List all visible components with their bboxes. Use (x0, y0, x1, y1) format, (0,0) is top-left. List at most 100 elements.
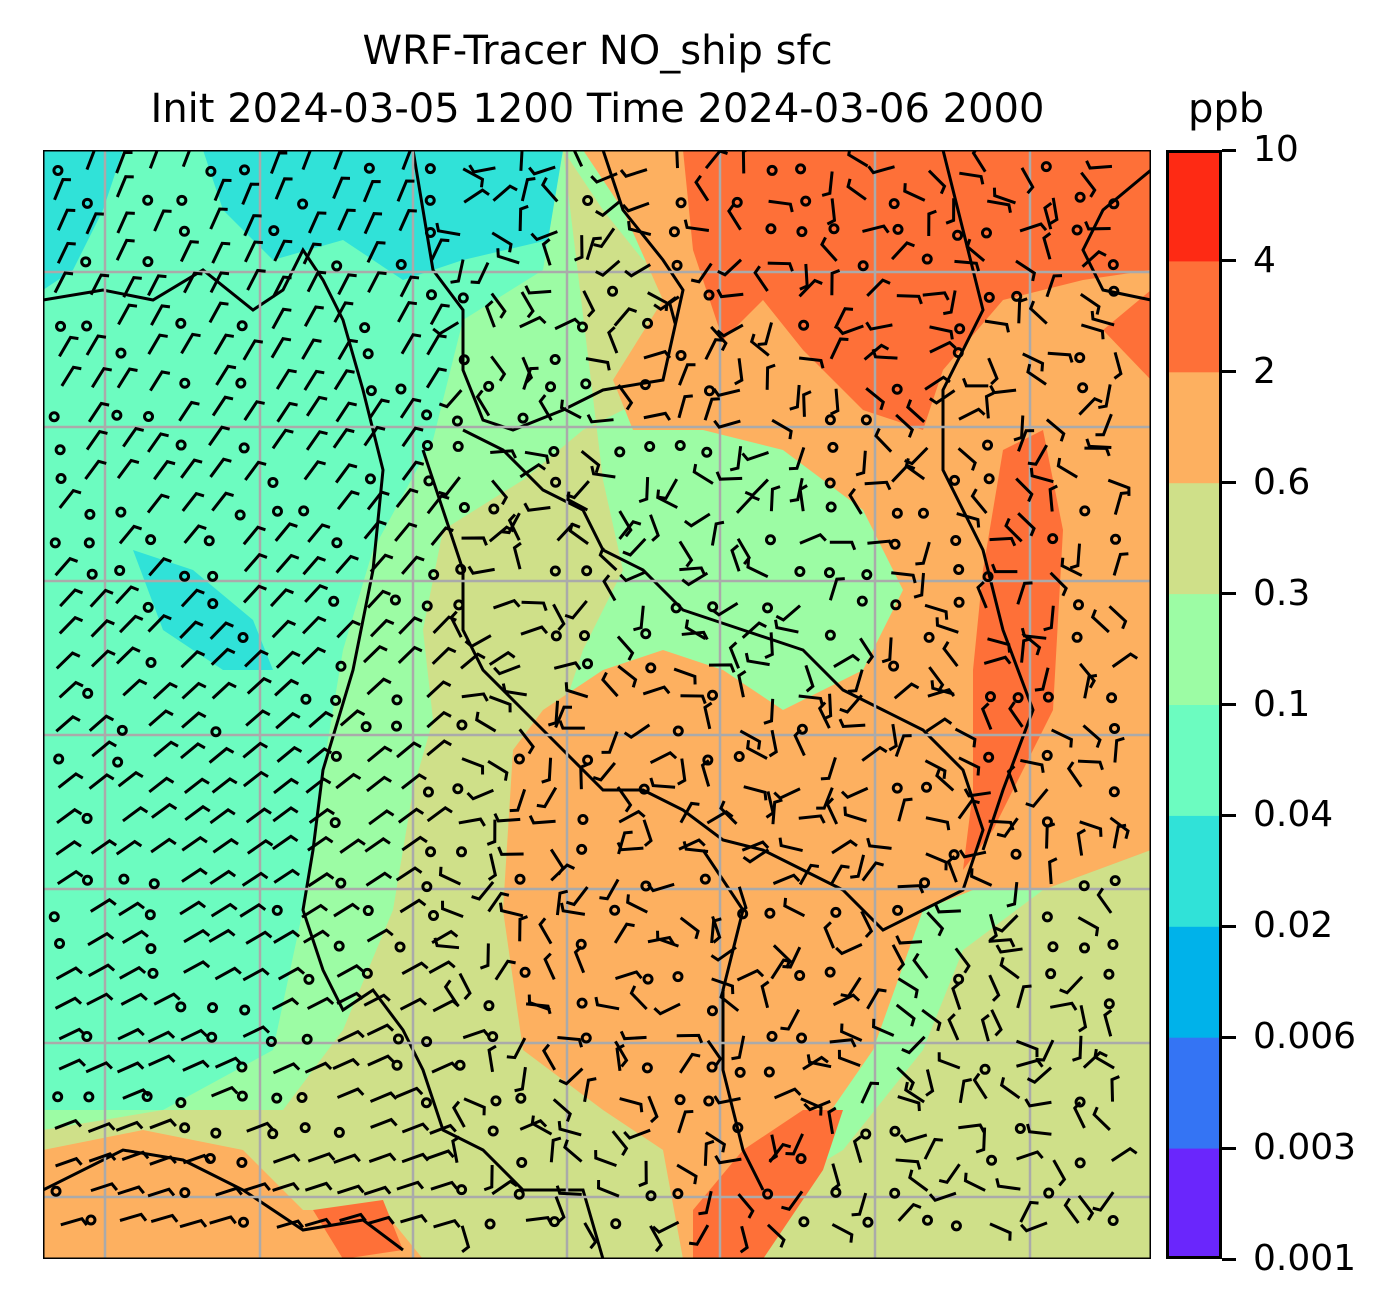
calm-wind-marker (825, 501, 837, 513)
wind-barb (399, 997, 428, 1011)
wind-barb (183, 960, 211, 974)
wind-barb (988, 974, 1001, 1002)
wind-barb (850, 854, 866, 879)
coastline (411, 150, 685, 432)
wind-barb (656, 489, 678, 509)
wind-barb (88, 1152, 117, 1163)
wind-barb (369, 553, 394, 573)
wind-barb (527, 994, 551, 1012)
calm-wind-marker (674, 1094, 686, 1106)
wind-barb (179, 1218, 208, 1229)
wind-barb (1008, 701, 1024, 728)
wind-barb (719, 800, 738, 825)
wind-barb (274, 177, 293, 200)
calm-wind-marker (235, 377, 247, 389)
wind-barb (366, 928, 394, 943)
wind-barb (1084, 220, 1111, 231)
wind-barb (335, 772, 362, 790)
wind-barb (181, 681, 207, 700)
wind-barb (656, 930, 679, 948)
wind-barb (1083, 673, 1098, 699)
calm-wind-marker (85, 1214, 97, 1226)
wind-barb (426, 494, 450, 515)
fill-2-4 (313, 150, 1151, 1259)
wind-barb (1017, 297, 1028, 324)
wind-barb (711, 601, 739, 617)
wind-barb (518, 728, 535, 755)
calm-wind-marker (205, 165, 217, 177)
calm-wind-marker (1107, 938, 1119, 950)
wind-barb (117, 303, 138, 326)
wind-barb (1077, 759, 1104, 771)
wind-barb (306, 270, 327, 293)
wind-barb (497, 846, 524, 856)
wind-barb (613, 922, 635, 944)
wind-barb (956, 512, 981, 528)
wind-barb (716, 288, 744, 299)
calm-wind-marker (577, 814, 589, 826)
calm-wind-marker (828, 223, 840, 235)
wind-barb (530, 1115, 553, 1136)
wind-barb (210, 902, 238, 918)
wind-barb (1043, 201, 1053, 230)
wind-barb (488, 650, 516, 666)
wind-barb (215, 1186, 243, 1197)
calm-wind-marker (142, 194, 154, 206)
wind-barb (243, 400, 265, 421)
calm-wind-marker (423, 475, 435, 487)
wind-barb (623, 723, 651, 740)
wind-barb (958, 407, 986, 421)
wind-barb (694, 174, 710, 202)
calm-wind-marker (706, 1061, 718, 1073)
calm-wind-marker (516, 1157, 528, 1169)
wind-barb (865, 321, 893, 331)
wind-barb (678, 1052, 701, 1074)
wind-barb (520, 177, 536, 202)
wind-barb (646, 882, 675, 893)
wind-barb (713, 419, 741, 429)
calm-wind-marker (238, 1216, 250, 1228)
colorbar-segment (1166, 815, 1222, 927)
wind-barb (867, 165, 895, 175)
wind-barb (1028, 300, 1048, 325)
wind-barb (683, 512, 711, 528)
map-plot (43, 150, 1151, 1259)
wind-barb (90, 839, 118, 855)
calm-wind-marker (142, 601, 154, 613)
wind-barb (638, 476, 650, 504)
wind-barb (151, 802, 178, 819)
wind-barb (53, 178, 71, 201)
wind-barb (833, 307, 854, 330)
wind-barb (366, 490, 390, 511)
wind-barb (488, 525, 515, 543)
wind-barb (115, 150, 133, 174)
wind-barb (673, 667, 697, 685)
colorbar (1166, 150, 1222, 1259)
calm-wind-marker (112, 756, 124, 768)
wind-barb (988, 938, 1016, 948)
wind-barb (602, 574, 617, 602)
wind-barb (866, 278, 891, 297)
wind-barb (781, 1190, 804, 1211)
wind-barb (463, 188, 490, 204)
wind-barb (1015, 1039, 1039, 1058)
calm-wind-marker (982, 571, 994, 583)
calm-wind-marker (1106, 692, 1118, 704)
calm-wind-marker (363, 162, 375, 174)
wind-barb (832, 993, 861, 1007)
calm-wind-marker (582, 195, 594, 207)
wind-barb (1016, 1150, 1044, 1161)
calm-wind-marker (983, 291, 995, 303)
wind-barb (147, 274, 167, 297)
wind-barb (1019, 1200, 1039, 1223)
wind-barb (1004, 517, 1023, 543)
wind-barb (1050, 728, 1073, 748)
wind-barb (493, 664, 521, 676)
wind-barb (710, 325, 728, 352)
wind-barb (862, 224, 890, 234)
colorbar-tick-mark (1222, 1035, 1236, 1039)
wind-barb (560, 902, 586, 916)
wind-barb (333, 1153, 361, 1164)
wind-barb (399, 275, 420, 298)
calm-wind-marker (1108, 786, 1120, 798)
